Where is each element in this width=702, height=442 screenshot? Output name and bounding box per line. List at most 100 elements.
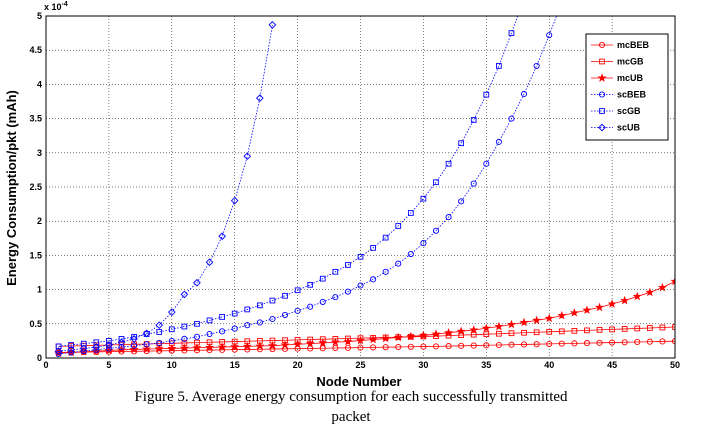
- data-point-scGB: [370, 245, 376, 251]
- data-point-scBEB: [559, 0, 564, 5]
- legend-item-scGB: scGB: [591, 106, 641, 116]
- data-point-scGB: [68, 342, 75, 348]
- data-point-scBEB: [432, 227, 440, 234]
- data-point-mcBEB: [533, 341, 540, 348]
- data-point-scUB: [218, 232, 226, 241]
- data-point-scBEB: [458, 198, 465, 205]
- data-point-mcUB: [129, 344, 139, 354]
- data-point-scBEB: [445, 214, 452, 221]
- plot-frame: [45, 15, 676, 359]
- data-point-mcGB: [584, 327, 590, 334]
- data-point-mcUB: [381, 333, 391, 343]
- legend-label-mcGB: mcGB: [617, 57, 644, 67]
- data-point-mcUB: [431, 329, 441, 338]
- x-tick-label: 25: [355, 360, 365, 370]
- x-tick-label: 5: [106, 360, 111, 370]
- data-point-mcBEB: [508, 341, 515, 348]
- data-point-scBEB: [156, 339, 163, 347]
- data-point-mcUB: [569, 308, 579, 317]
- legend-marker-scGB: [599, 108, 605, 114]
- data-point-scBEB: [344, 288, 351, 295]
- data-point-scGB: [181, 323, 188, 330]
- data-point-mcBEB: [558, 340, 565, 347]
- data-point-mcUB: [205, 342, 215, 352]
- x-tick-label: 0: [43, 360, 48, 370]
- data-point-mcBEB: [370, 344, 377, 351]
- data-point-mcUB: [154, 344, 164, 353]
- data-point-mcUB: [192, 343, 202, 352]
- data-point-mcUB: [393, 332, 403, 342]
- y-tick-label: 3: [37, 148, 42, 158]
- data-point-mcGB: [521, 329, 527, 336]
- data-point-scGB: [269, 297, 276, 304]
- data-point-scBEB: [420, 240, 427, 247]
- data-point-scUB: [167, 308, 176, 317]
- data-point-mcGB: [496, 330, 502, 337]
- data-point-scUB: [92, 343, 101, 351]
- data-point-mcBEB: [520, 341, 528, 348]
- data-point-scBEB: [193, 333, 201, 340]
- data-point-mcGB: [483, 331, 490, 338]
- data-point-scBEB: [281, 311, 289, 318]
- data-point-mcUB: [242, 341, 252, 351]
- data-point-scBEB: [219, 328, 226, 335]
- data-point-mcUB: [444, 327, 454, 337]
- data-point-scGB: [282, 292, 288, 299]
- series-scGB: [55, 0, 527, 350]
- data-point-mcBEB: [483, 342, 490, 349]
- ticks: 0 5 10 15 20 25 30 35 40 45 50 0 0.5 1 1.5 2 2.5 3 3.5 4 4.5…: [29, 11, 680, 370]
- data-point-mcBEB: [458, 342, 465, 349]
- data-point-scBEB: [370, 276, 377, 283]
- data-point-mcGB: [508, 330, 515, 337]
- legend-item-mcUB: mcUB: [591, 73, 644, 83]
- data-point-mcUB: [456, 326, 466, 336]
- data-point-scUB: [256, 94, 264, 102]
- data-point-mcUB: [418, 330, 428, 340]
- data-point-mcBEB: [470, 342, 477, 349]
- y-tick-label: 1.5: [29, 250, 42, 260]
- legend: mcBEB mcGB mcUB scBEB scGB scUB: [585, 33, 669, 141]
- data-point-scBEB: [231, 325, 238, 332]
- data-point-mcBEB: [621, 339, 628, 346]
- data-point-scBEB: [495, 138, 502, 145]
- legend-item-scUB: scUB: [591, 123, 641, 133]
- data-point-scGB: [445, 160, 452, 167]
- figure-caption: Figure 5. Average energy consumption for…: [0, 387, 702, 427]
- data-point-mcBEB: [646, 338, 653, 345]
- data-point-mcUB: [506, 319, 516, 329]
- data-point-scGB: [407, 210, 414, 216]
- data-point-scGB: [522, 0, 527, 1]
- legend-label-scUB: scUB: [617, 123, 641, 133]
- data-point-scUB: [130, 335, 138, 343]
- data-point-scGB: [80, 340, 87, 347]
- data-point-scBEB: [332, 294, 339, 301]
- data-point-mcUB: [179, 343, 189, 352]
- legend-marker-mcGB: [599, 58, 605, 65]
- data-point-scBEB: [269, 315, 276, 323]
- legend-item-scBEB: scBEB: [591, 90, 647, 100]
- data-point-scBEB: [307, 303, 314, 310]
- data-point-scGB: [194, 320, 200, 327]
- data-point-scBEB: [546, 32, 553, 39]
- legend-marker-mcUB: [597, 73, 607, 82]
- data-point-scGB: [395, 223, 402, 229]
- data-point-mcBEB: [407, 343, 414, 350]
- data-point-mcGB: [621, 326, 628, 332]
- grid: [46, 16, 675, 358]
- x-tick-label: 45: [607, 360, 617, 370]
- data-point-mcUB: [519, 317, 529, 327]
- x-tick-label: 50: [670, 360, 680, 370]
- data-point-scGB: [345, 262, 351, 268]
- data-point-mcUB: [469, 325, 479, 334]
- data-point-scGB: [433, 179, 439, 186]
- data-point-scUB: [230, 196, 239, 205]
- data-point-mcGB: [609, 326, 615, 333]
- data-point-scGB: [93, 339, 100, 346]
- data-point-mcBEB: [634, 338, 641, 346]
- data-point-mcGB: [470, 331, 477, 338]
- data-point-scGB: [206, 317, 213, 324]
- data-point-mcUB: [230, 341, 240, 351]
- data-point-mcUB: [657, 282, 667, 292]
- data-point-scGB: [55, 343, 62, 350]
- data-point-mcBEB: [571, 340, 578, 347]
